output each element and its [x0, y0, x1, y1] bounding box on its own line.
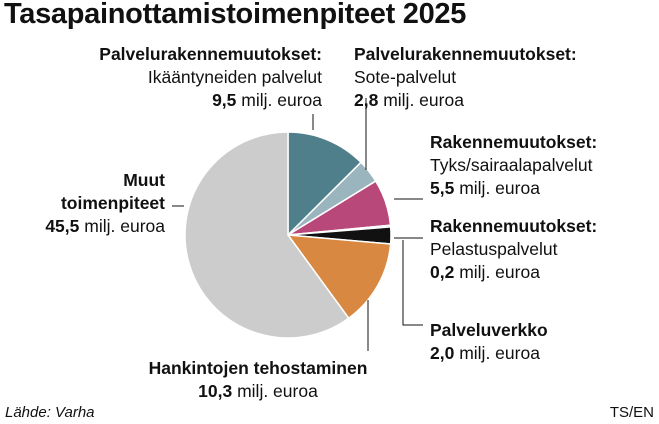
label-sub: Tyks/sairaalapalvelut — [430, 155, 593, 175]
value-unit: milj. euroa — [84, 216, 165, 236]
slice-ikaantyneiden — [287, 131, 363, 237]
label-pelastus: Rakennemuutokset: Pelastuspalvelut 0,2 m… — [430, 215, 597, 284]
leader-palveluverkko — [402, 240, 423, 326]
value-number: 9,5 — [212, 90, 237, 110]
value-number: 10,3 — [198, 381, 233, 401]
label-heading: Palvelurakennemuutokset: — [354, 44, 577, 64]
label-heading: Palveluverkko — [430, 320, 548, 340]
label-tyks: Rakennemuutokset: Tyks/sairaalapalvelut … — [430, 131, 597, 200]
label-value: 9,5 milj. euroa — [99, 89, 322, 112]
label-heading: Muut — [123, 170, 165, 190]
label-palveluverkko: Palveluverkko 2,0 milj. euroa — [430, 319, 548, 365]
label-heading: Rakennemuutokset: — [430, 216, 598, 236]
label-value: 5,5 milj. euroa — [430, 177, 597, 200]
value-number: 45,5 — [45, 216, 80, 236]
value-unit: milj. euroa — [241, 90, 322, 110]
value-number: 5,5 — [430, 178, 455, 198]
label-sub: Sote-palvelut — [354, 67, 457, 87]
credit: TS/EN — [609, 404, 654, 421]
source-note: Lähde: Varha — [5, 404, 95, 421]
label-value: 2,8 milj. euroa — [354, 89, 577, 112]
label-value: 45,5 milj. euroa — [45, 215, 165, 238]
label-sub: Ikääntyneiden palvelut — [147, 67, 322, 87]
label-heading: Palvelurakennemuutokset: — [99, 44, 322, 64]
value-number: 2,0 — [430, 343, 455, 363]
value-number: 0,2 — [430, 262, 455, 282]
label-sub: Pelastuspalvelut — [430, 239, 558, 259]
label-muut: Muut toimenpiteet 45,5 milj. euroa — [45, 169, 165, 238]
label-heading: Rakennemuutokset: — [430, 132, 598, 152]
label-ikaantyneiden: Palvelurakennemuutokset: Ikääntyneiden p… — [99, 43, 322, 112]
value-unit: milj. euroa — [237, 381, 318, 401]
label-sote: Palvelurakennemuutokset: Sote-palvelut 2… — [354, 43, 577, 112]
value-unit: milj. euroa — [459, 178, 540, 198]
slice-muut — [184, 131, 350, 339]
label-sub: toimenpiteet — [60, 193, 165, 213]
label-heading: Hankintojen tehostaminen — [148, 358, 368, 378]
label-value: 10,3 milj. euroa — [118, 380, 398, 403]
label-value: 0,2 milj. euroa — [430, 261, 597, 284]
slice-hankinnat — [286, 234, 392, 320]
label-hankinnat: Hankintojen tehostaminen 10,3 milj. euro… — [118, 357, 398, 403]
value-unit: milj. euroa — [459, 343, 540, 363]
value-unit: milj. euroa — [383, 90, 464, 110]
value-unit: milj. euroa — [459, 262, 540, 282]
chart-title: Tasapainottamistoimenpiteet 2025 — [4, 0, 467, 30]
label-value: 2,0 milj. euroa — [430, 342, 548, 365]
value-number: 2,8 — [354, 90, 379, 110]
